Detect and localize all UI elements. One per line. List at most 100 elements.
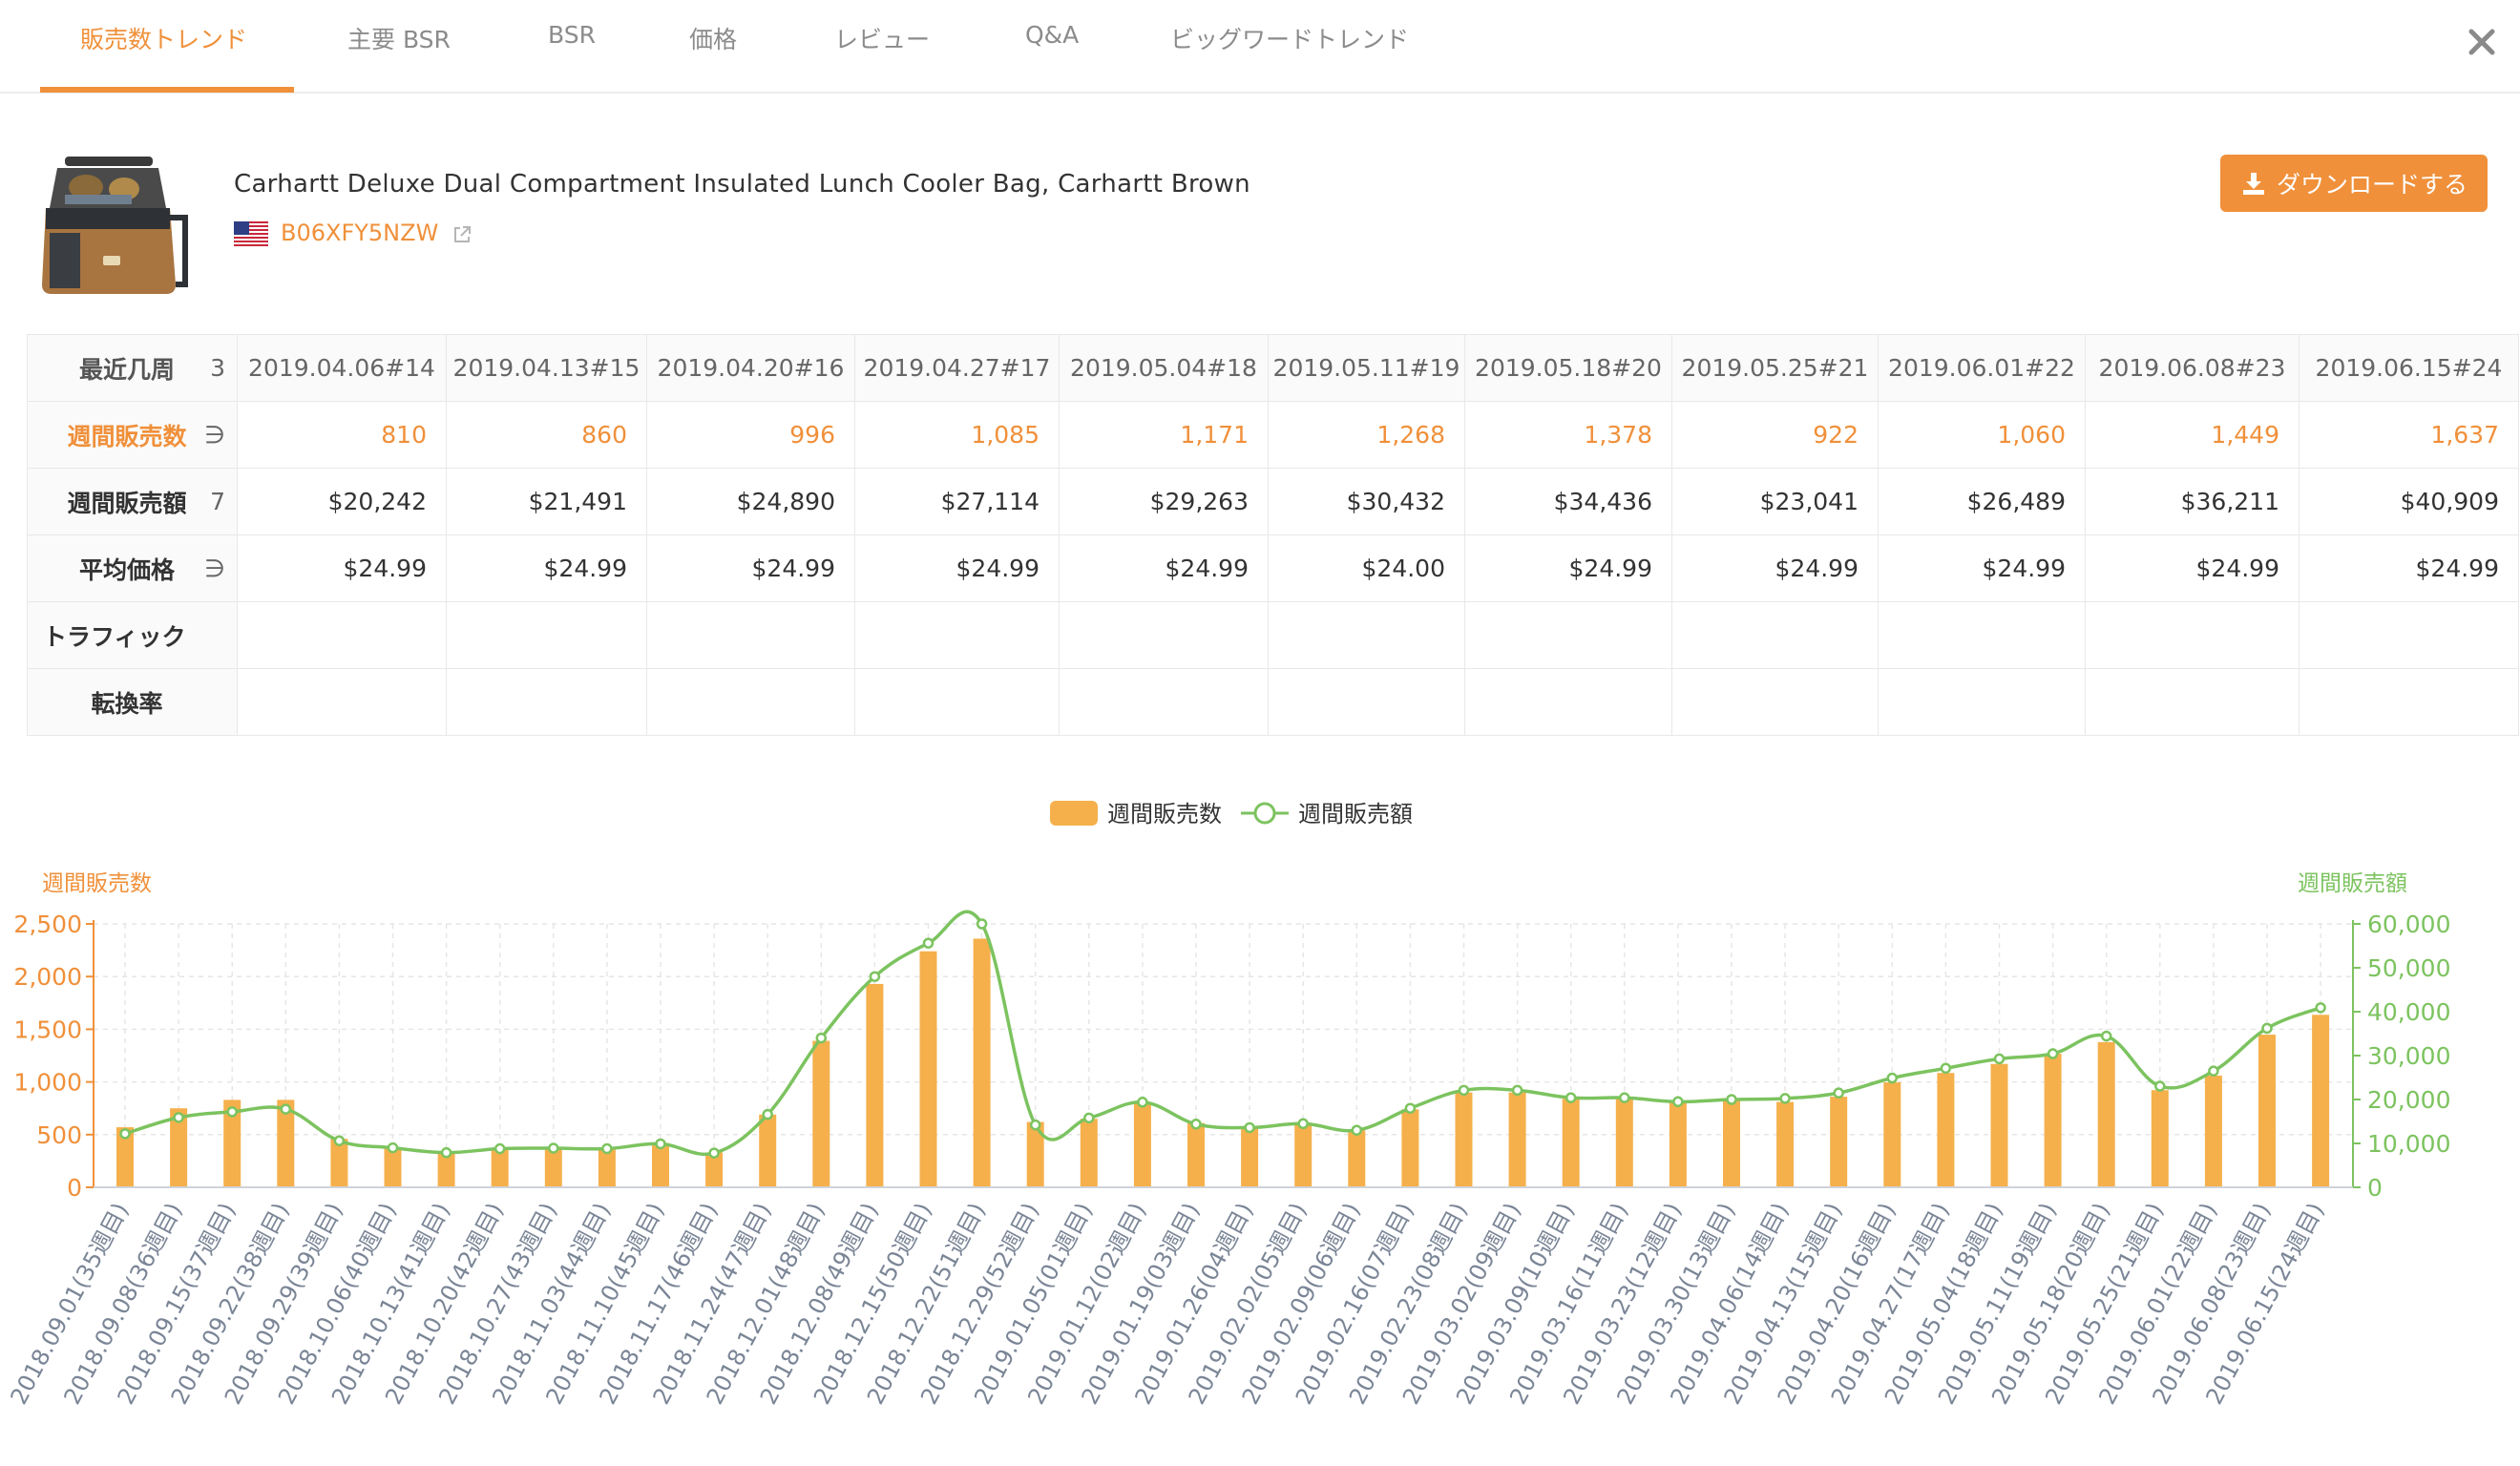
table-cell: 1,085: [854, 401, 1060, 469]
table-cell: $24.99: [1059, 534, 1269, 602]
point-weekly-sales: [119, 1128, 131, 1140]
weekly-data-table: 最近几周 3 2019.04.06#14 2019.04.13#15 2019.0…: [27, 334, 2519, 736]
sales-trend-chart: 週間販売数 週間販売額 週間販売数 週間販売額 0 500 1,000 1,500 2,…: [5, 801, 2450, 1409]
tab-bsr[interactable]: BSR: [548, 21, 596, 49]
period-cell: 2019.04.20#16: [646, 334, 855, 402]
bar-weekly-units: [437, 1152, 455, 1187]
point-weekly-sales: [1886, 1072, 1899, 1084]
tab-reviews[interactable]: レビュー: [834, 26, 931, 53]
download-button[interactable]: ダウンロードする: [2220, 155, 2488, 212]
point-weekly-sales: [1029, 1119, 1041, 1131]
legend-swatch-sales-marker[interactable]: [1253, 802, 1276, 825]
bar-weekly-units: [866, 983, 884, 1187]
period-cell: 2019.04.13#15: [446, 334, 647, 402]
point-weekly-sales: [1619, 1092, 1630, 1103]
period-cell: 2019.06.08#23: [2085, 334, 2300, 402]
tab-big-word-trend[interactable]: ビッグワードトレンド: [1170, 26, 1410, 53]
line-series-sales: [119, 910, 2326, 1159]
bar-weekly-units: [1080, 1119, 1098, 1187]
table-cell: $23,041: [1671, 468, 1879, 535]
y-right-tick-label: 30,000: [2367, 1042, 2450, 1070]
point-weekly-sales: [1672, 1096, 1684, 1108]
active-tab-indicator: [40, 87, 294, 93]
point-weekly-sales: [601, 1142, 613, 1155]
y-right-tick-label: 0: [2367, 1174, 2383, 1202]
row-header-traffic: トラフィック: [27, 601, 238, 669]
point-weekly-sales: [1833, 1087, 1844, 1099]
bar-weekly-units: [277, 1100, 295, 1187]
table-cell: $36,211: [2085, 468, 2300, 535]
legend-swatch-units[interactable]: [1050, 801, 1098, 826]
table-cell: [2299, 601, 2519, 669]
point-weekly-sales: [494, 1142, 506, 1155]
bar-weekly-units: [2258, 1035, 2276, 1187]
bar-weekly-units: [1990, 1063, 2008, 1187]
table-cell: [1059, 601, 1269, 669]
table-cell: [1268, 601, 1465, 669]
download-icon: [2242, 173, 2264, 195]
bar-weekly-units: [1669, 1101, 1687, 1187]
point-weekly-sales: [1779, 1093, 1791, 1104]
tab-main-bsr[interactable]: 主要 BSR: [347, 26, 451, 53]
row-header-avg-price: 平均価格 ∋: [27, 534, 238, 602]
table-cell: $24.99: [446, 534, 647, 602]
period-cell: 2019.06.01#22: [1878, 334, 2086, 402]
asin-link[interactable]: B06XFY5NZW: [281, 220, 439, 246]
table-cell: $24.99: [237, 534, 447, 602]
table-cell: $24.99: [646, 534, 855, 602]
table-cell: [446, 601, 647, 669]
y-left-tick-label: 2,500: [13, 911, 82, 938]
table-cell: [1878, 668, 2086, 736]
legend-label-sales[interactable]: 週間販売額: [1298, 801, 1413, 827]
point-weekly-sales: [922, 937, 934, 949]
y-left-axis-label: 週間販売数: [42, 871, 152, 896]
bar-weekly-units: [491, 1148, 509, 1187]
table-cell: [854, 601, 1060, 669]
bar-weekly-units: [2151, 1090, 2169, 1187]
point-weekly-sales: [1511, 1084, 1523, 1097]
bar-weekly-units: [1026, 1121, 1044, 1187]
point-weekly-sales: [869, 971, 881, 982]
y-left-tick-label: 1,000: [13, 1069, 82, 1097]
table-cell: 1,171: [1059, 401, 1269, 469]
bar-weekly-units: [1937, 1073, 1955, 1187]
table-cell: $24.00: [1268, 534, 1465, 602]
bar-weekly-units: [705, 1152, 724, 1187]
table-cell: [646, 601, 855, 669]
table-row-weekly-units: 週間販売数 ∋ 810 860 996 1,085 1,171 1,268 1,3…: [27, 401, 2519, 469]
bar-weekly-units: [1133, 1101, 1151, 1187]
point-weekly-sales: [2047, 1048, 2059, 1059]
bar-weekly-units: [1294, 1123, 1312, 1187]
legend-label-units[interactable]: 週間販売数: [1107, 801, 1222, 827]
bar-weekly-units: [598, 1148, 616, 1187]
external-link-icon[interactable]: [452, 224, 472, 245]
close-icon[interactable]: [2465, 25, 2499, 59]
table-cell: $20,242: [237, 468, 447, 535]
table-cell: 922: [1671, 401, 1879, 469]
point-weekly-sales: [2100, 1030, 2112, 1042]
table-cell: [2085, 601, 2300, 669]
y-right-tick-label: 20,000: [2367, 1086, 2450, 1114]
point-weekly-sales: [762, 1108, 773, 1120]
point-weekly-sales: [387, 1141, 399, 1154]
download-button-label: ダウンロードする: [2276, 171, 2468, 199]
bar-weekly-units: [973, 938, 991, 1187]
tab-sales-trend[interactable]: 販売数トレンド: [80, 26, 248, 53]
tab-price[interactable]: 価格: [689, 26, 738, 53]
period-cell: 2019.05.04#18: [1059, 334, 1269, 402]
tab-qa[interactable]: Q&A: [1025, 21, 1080, 49]
y-right-tick-label: 10,000: [2367, 1130, 2450, 1158]
point-weekly-sales: [2315, 1002, 2326, 1014]
y-right-axis-label: 週間販売額: [2298, 871, 2407, 896]
product-title: Carhartt Deluxe Dual Compartment Insulat…: [234, 170, 1250, 199]
chart-legend: 週間販売数 週間販売額: [1050, 801, 1413, 827]
bar-weekly-units: [1883, 1082, 1901, 1187]
chart-grid: [94, 923, 2353, 1188]
table-row-traffic: トラフィック: [27, 601, 2519, 669]
point-weekly-sales: [548, 1142, 559, 1154]
bar-weekly-units: [1187, 1122, 1205, 1187]
bar-weekly-units: [812, 1040, 830, 1187]
table-cell: $24.99: [1878, 534, 2086, 602]
table-cell: $30,432: [1268, 468, 1465, 535]
point-weekly-sales: [1993, 1053, 2006, 1065]
